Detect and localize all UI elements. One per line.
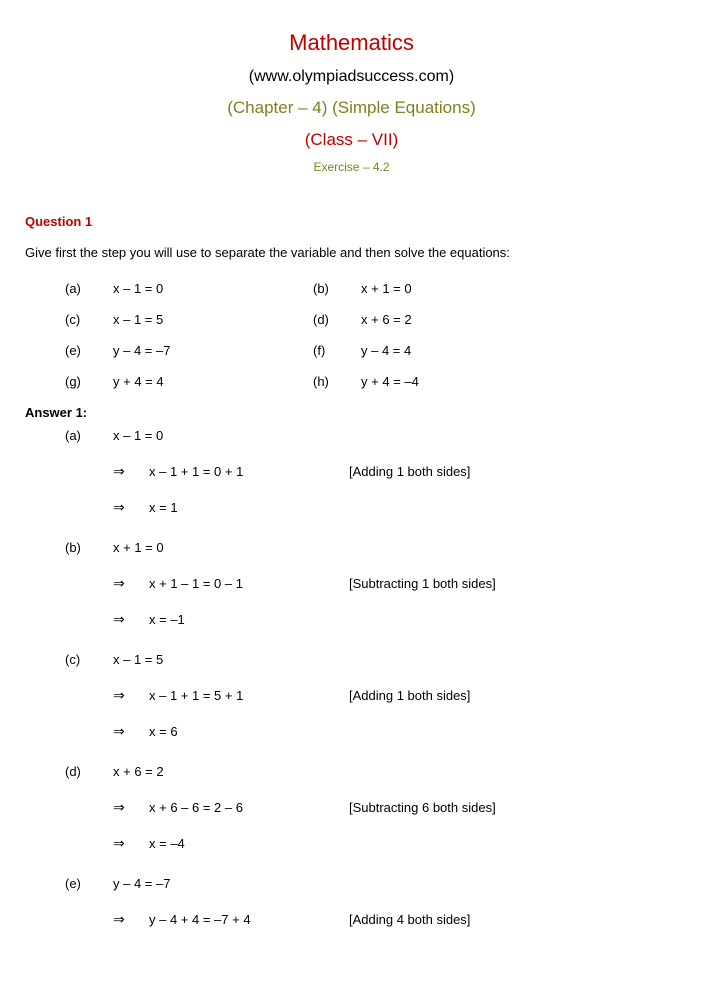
solution-step-row: ⇒x + 1 – 1 = 0 – 1[Subtracting 1 both si…: [65, 576, 678, 596]
part-label: (e): [65, 343, 113, 358]
solution-step-note: [Subtracting 1 both sides]: [349, 576, 678, 591]
solution-first-row: (a)x – 1 = 0: [65, 428, 678, 448]
solution-step-row: ⇒x = –1: [65, 612, 678, 632]
part-eq: x – 1 = 0: [113, 281, 313, 296]
solution-label: (d): [65, 764, 113, 779]
solution-label: (b): [65, 540, 113, 555]
part-eq: y – 4 = –7: [113, 343, 313, 358]
part-eq: x – 1 = 5: [113, 312, 313, 327]
solution-step-note: [Adding 1 both sides]: [349, 464, 678, 479]
solution-first-row: (e)y – 4 = –7: [65, 876, 678, 896]
part-eq: x + 6 = 2: [361, 312, 678, 327]
implies-arrow: ⇒: [113, 612, 149, 629]
exercise-line: Exercise – 4.2: [25, 160, 678, 174]
implies-arrow: ⇒: [113, 912, 149, 929]
part-eq: y – 4 = 4: [361, 343, 678, 358]
solution-first-row: (c)x – 1 = 5: [65, 652, 678, 672]
solution-first-eq: x – 1 = 5: [113, 652, 349, 667]
part-label: (b): [313, 281, 361, 296]
implies-arrow: ⇒: [113, 724, 149, 741]
question-parts-grid: (a) x – 1 = 0 (b) x + 1 = 0 (c) x – 1 = …: [65, 281, 678, 389]
part-eq: y + 4 = –4: [361, 374, 678, 389]
solution-step-row: ⇒x = 6: [65, 724, 678, 744]
solution-first-eq: y – 4 = –7: [113, 876, 349, 891]
subtitle-url: (www.olympiadsuccess.com): [25, 68, 678, 86]
implies-arrow: ⇒: [113, 800, 149, 817]
document-header: Mathematics (www.olympiadsuccess.com) (C…: [25, 30, 678, 174]
implies-arrow: ⇒: [113, 576, 149, 593]
solution-step-eq: x = 1: [149, 500, 349, 515]
part-label: (c): [65, 312, 113, 327]
solution-step-eq: x = –1: [149, 612, 349, 627]
solution-step-row: ⇒x – 1 + 1 = 5 + 1[Adding 1 both sides]: [65, 688, 678, 708]
question-heading: Question 1: [25, 214, 678, 229]
part-eq: x + 1 = 0: [361, 281, 678, 296]
solutions-block: (a)x – 1 = 0⇒x – 1 + 1 = 0 + 1[Adding 1 …: [65, 428, 678, 952]
class-line: (Class – VII): [25, 130, 678, 150]
part-label: (d): [313, 312, 361, 327]
solution-first-eq: x + 1 = 0: [113, 540, 349, 555]
solution-step-eq: x = –4: [149, 836, 349, 851]
solution-step-eq: x + 6 – 6 = 2 – 6: [149, 800, 349, 815]
implies-arrow: ⇒: [113, 688, 149, 705]
title-main: Mathematics: [25, 30, 678, 56]
part-label: (h): [313, 374, 361, 389]
solution-step-eq: x + 1 – 1 = 0 – 1: [149, 576, 349, 591]
solution-first-row: (d)x + 6 = 2: [65, 764, 678, 784]
solution-label: (c): [65, 652, 113, 667]
solution-first-row: (b)x + 1 = 0: [65, 540, 678, 560]
implies-arrow: ⇒: [113, 500, 149, 517]
solution-step-note: [Adding 4 both sides]: [349, 912, 678, 927]
question-text: Give first the step you will use to sepa…: [25, 243, 678, 263]
solution-step-row: ⇒x = 1: [65, 500, 678, 520]
part-label: (f): [313, 343, 361, 358]
solution-label: (a): [65, 428, 113, 443]
part-label: (g): [65, 374, 113, 389]
solution-step-eq: y – 4 + 4 = –7 + 4: [149, 912, 349, 927]
chapter-line: (Chapter – 4) (Simple Equations): [25, 98, 678, 118]
solution-step-row: ⇒x = –4: [65, 836, 678, 856]
solution-step-eq: x – 1 + 1 = 5 + 1: [149, 688, 349, 703]
solution-step-row: ⇒x – 1 + 1 = 0 + 1[Adding 1 both sides]: [65, 464, 678, 484]
solution-first-eq: x + 6 = 2: [113, 764, 349, 779]
solution-step-row: ⇒x + 6 – 6 = 2 – 6[Subtracting 6 both si…: [65, 800, 678, 820]
part-label: (a): [65, 281, 113, 296]
implies-arrow: ⇒: [113, 464, 149, 481]
solution-first-eq: x – 1 = 0: [113, 428, 349, 443]
solution-step-eq: x = 6: [149, 724, 349, 739]
implies-arrow: ⇒: [113, 836, 149, 853]
solution-label: (e): [65, 876, 113, 891]
solution-step-note: [Adding 1 both sides]: [349, 688, 678, 703]
answer-heading: Answer 1:: [25, 405, 678, 420]
solution-step-note: [Subtracting 6 both sides]: [349, 800, 678, 815]
solution-step-eq: x – 1 + 1 = 0 + 1: [149, 464, 349, 479]
part-eq: y + 4 = 4: [113, 374, 313, 389]
